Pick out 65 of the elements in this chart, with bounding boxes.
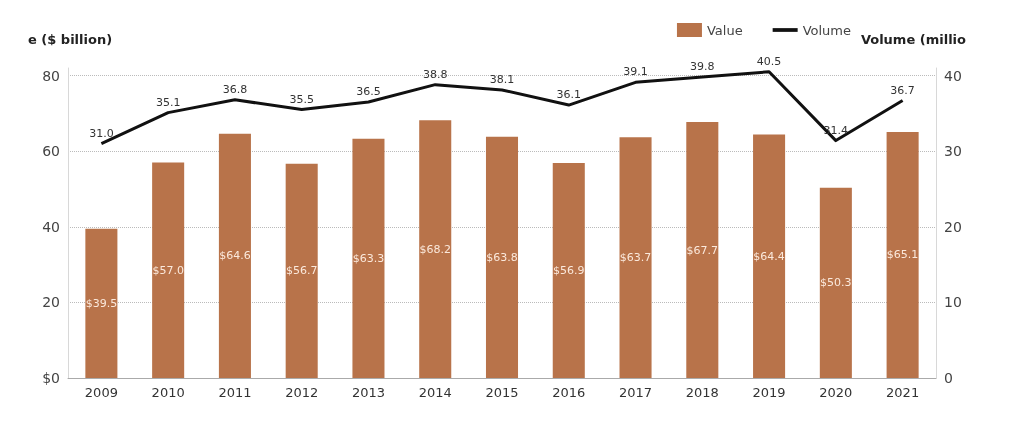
y2-tick-label: 10	[944, 294, 962, 311]
y-tick-label: 40	[42, 218, 60, 235]
x-tick-label: 2019	[752, 385, 786, 400]
bar	[85, 228, 118, 378]
x-tick-label: 2021	[886, 385, 920, 400]
data-label: $39.5	[85, 296, 118, 310]
data-label: $68.2	[419, 242, 451, 256]
data-label: $63.3	[352, 251, 385, 265]
x-tick-label: 2017	[618, 385, 653, 400]
bar	[485, 136, 519, 378]
bar	[619, 137, 652, 378]
data-label: 36.5	[356, 85, 381, 99]
y-tick-label: 80	[42, 67, 60, 84]
legend-label: Value	[706, 22, 743, 38]
y-tick-label: 60	[42, 143, 60, 160]
y2-tick-label: 20	[944, 218, 962, 235]
bar	[753, 134, 786, 378]
x-tick-label: 2013	[351, 385, 386, 400]
data-label: $56.9	[553, 263, 585, 277]
data-label: $56.7	[285, 264, 318, 278]
data-label: 38.8	[422, 67, 448, 81]
y-tick-label: $0	[42, 370, 60, 386]
data-label: $67.7	[686, 243, 719, 257]
data-label: 35.5	[289, 92, 314, 106]
data-label: 39.8	[690, 60, 715, 74]
data-label: 38.1	[489, 72, 515, 86]
data-label: $57.0	[152, 263, 184, 277]
y-axis-title: e ($ billion)	[28, 32, 113, 47]
data-label: $63.7	[619, 251, 652, 265]
bar	[285, 163, 318, 378]
bar	[152, 162, 185, 378]
bar	[886, 131, 919, 378]
data-label: $64.4	[753, 249, 785, 263]
data-label: 36.7	[890, 83, 915, 97]
data-label: 31.0	[89, 126, 114, 140]
x-tick-label: 2016	[552, 385, 586, 400]
data-label: 40.5	[756, 54, 782, 68]
bar	[352, 138, 385, 378]
data-label: $50.3	[820, 276, 852, 290]
data-label: $63.8	[486, 250, 518, 264]
x-tick-label: 2018	[685, 385, 719, 400]
data-label: 36.8	[222, 82, 248, 96]
data-label: 35.1	[155, 95, 181, 109]
x-tick-label: 2015	[485, 385, 519, 400]
y2-tick-label: 30	[944, 143, 962, 160]
y2-tick-label: 0	[944, 370, 953, 386]
data-label: 39.1	[623, 65, 648, 79]
x-tick-label: 2012	[285, 385, 319, 400]
data-label: 36.1	[556, 88, 582, 102]
bar	[218, 133, 251, 378]
x-tick-label: 2014	[418, 385, 452, 400]
x-tick-label: 2009	[84, 385, 118, 400]
data-label: $65.1	[886, 248, 919, 262]
legend-label: Volume	[802, 22, 852, 38]
data-label: $64.6	[219, 249, 251, 263]
bar	[686, 122, 719, 378]
bar	[552, 162, 585, 378]
x-tick-label: 2010	[151, 385, 185, 400]
bar	[819, 187, 852, 378]
y2-tick-label: 40	[944, 67, 962, 84]
y2-axis-title: Volume (millio	[860, 32, 967, 47]
x-tick-label: 2020	[819, 385, 853, 400]
y-tick-label: 20	[42, 294, 60, 311]
x-tick-label: 2011	[218, 385, 252, 400]
bar	[419, 120, 452, 378]
